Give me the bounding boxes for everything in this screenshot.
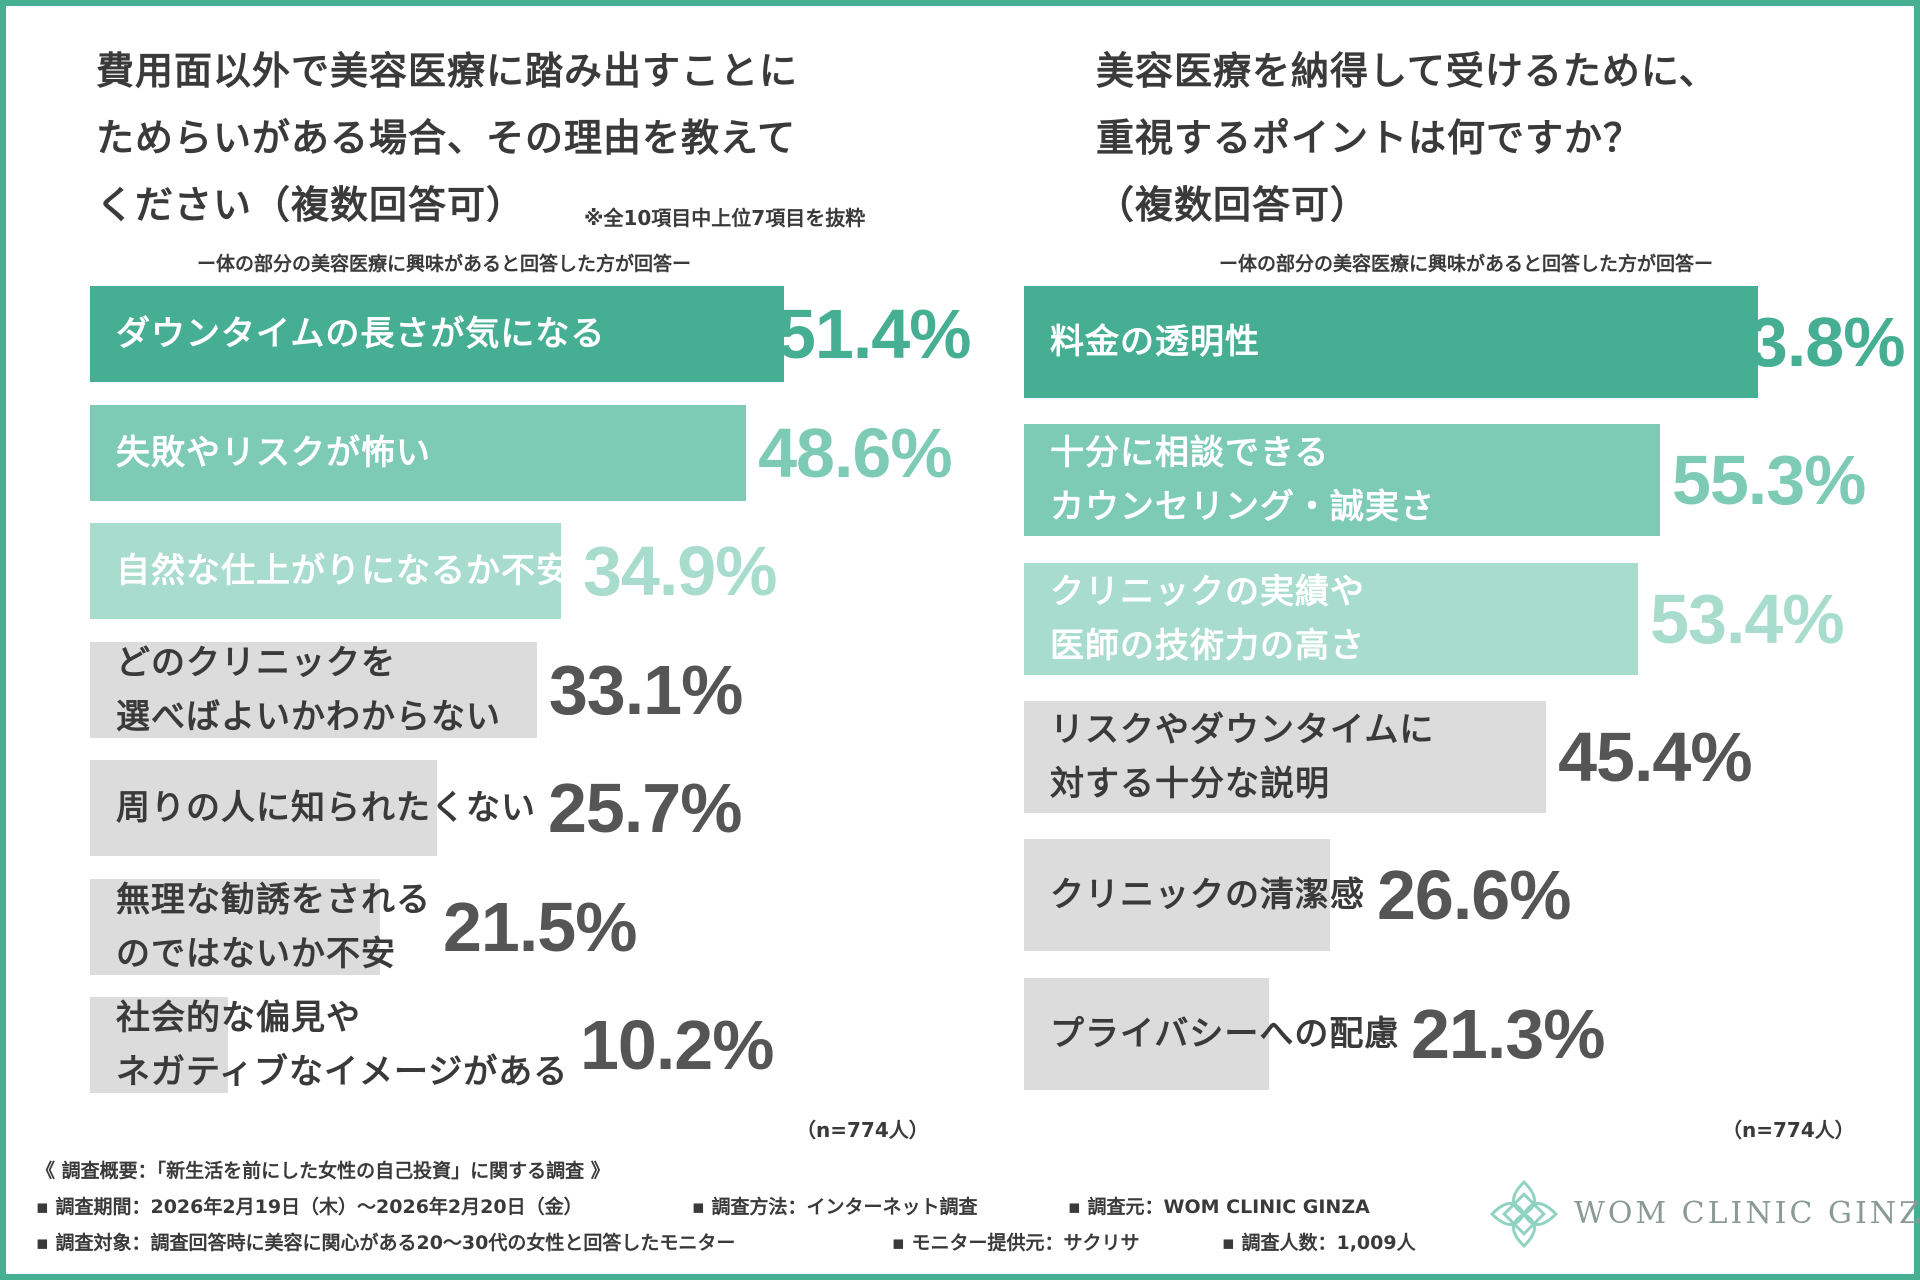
bar-category-label: クリニックの実績や 医師の技術力の高さ (1050, 571, 1365, 666)
bar-row: 無理な勧誘をされる のではないか不安 21.5% (90, 878, 970, 975)
bar-row: 社会的な偏見や ネガティブなイメージがある 10.2% (90, 997, 970, 1094)
bar-category-label: 十分に相談できる カウンセリング・誠実さ (1050, 433, 1435, 528)
bar-value-label: 21.3% (1411, 994, 1605, 1073)
survey-source: ▪ 調査元：WOM CLINIC GINZA (1068, 1196, 1370, 1218)
bar (90, 641, 537, 738)
bar-category-label: 料金の透明性 (1050, 322, 1260, 363)
bar-value-label: 63.8% (1711, 303, 1905, 382)
bar (90, 997, 228, 1094)
right-bar-chart: 料金の透明性 63.8% 十分に相談できる カウンセリング・誠実さ 55.3% クリニッ… (1024, 286, 1905, 1116)
right-title-line-2: 重視するポイントは何ですか？ (1096, 116, 1643, 160)
bar-category-label: 失敗やリスクが怖い (116, 432, 431, 473)
bar (90, 404, 747, 501)
bar (90, 286, 784, 383)
survey-count: ▪ 調査人数：1,009人 (1222, 1232, 1416, 1254)
bar-value-label: 55.3% (1671, 441, 1866, 520)
bar-value-label: 45.4% (1558, 718, 1752, 797)
bar-category-label: どのクリニックを 選べばよいかわからない (116, 642, 501, 737)
bar-category-label: リスクやダウンタイムに 対する十分な説明 (1050, 710, 1435, 805)
bar (90, 878, 381, 975)
bar-row: どのクリニックを 選べばよいかわからない 33.1% (90, 641, 970, 738)
bar-row: 料金の透明性 63.8% (1024, 286, 1905, 399)
left-title-line-2: ためらいがある場合、その理由を教えて (96, 116, 797, 160)
right-title-line-1: 美容医療を納得して受けるために、 (1096, 49, 1718, 93)
bar-category-label: ダウンタイムの長さが気になる (116, 314, 606, 355)
left-subtitle: ー体の部分の美容医療に興味があると回答した方が回答ー (196, 253, 691, 275)
bar (1024, 701, 1547, 814)
survey-target: ▪ 調査対象：調査回答時に美容に関心がある20〜30代の女性と回答したモニター (36, 1232, 736, 1254)
right-title-line-3: （複数回答可） (1096, 183, 1370, 227)
bar (1024, 562, 1639, 675)
bar-category-label: 社会的な偏見や ネガティブなイメージがある (116, 998, 569, 1093)
bar-value-label: 53.4% (1650, 579, 1844, 658)
bar-category-label: 自然な仕上がりになるか不安 (116, 551, 571, 592)
footer-row-1: ▪ 調査期間：2026年2月19日（木）〜2026年2月20日（金） ▪ 調査方法… (36, 1192, 1370, 1219)
bar (1024, 977, 1269, 1090)
bar-value-label: 33.1% (548, 650, 743, 729)
bar (1024, 839, 1330, 952)
survey-period: ▪ 調査期間：2026年2月19日（木）〜2026年2月20日（金） (36, 1196, 583, 1218)
left-title-line-1: 費用面以外で美容医療に踏み出すことに (96, 49, 799, 93)
bar-value-label: 51.4% (777, 295, 971, 374)
left-bar-chart: ダウンタイムの長さが気になる 51.4% 失敗やリスクが怖い 48.6% 自然な仕上がり… (90, 286, 971, 1116)
bar (90, 760, 437, 857)
left-title-line-3: ください（複数回答可） (96, 183, 526, 227)
bar-row: 十分に相談できる カウンセリング・誠実さ 55.3% (1024, 424, 1904, 537)
bar-row: 自然な仕上がりになるか不安 34.9% (90, 523, 970, 620)
bar-category-label: 周りの人に知られたくない (116, 788, 536, 829)
bar-value-label: 34.9% (583, 532, 777, 611)
bar-row: クリニックの清潔感 26.6% (1024, 839, 1904, 952)
survey-method: ▪ 調査方法：インターネット調査 (692, 1196, 978, 1218)
right-sample-size: （n=774人） (1722, 1118, 1855, 1142)
bar-row: クリニックの実績や 医師の技術力の高さ 53.4% (1024, 562, 1904, 675)
left-note: ※全10項目中上位7項目を抜粋 (584, 206, 866, 230)
bar-value-label: 25.7% (548, 769, 742, 848)
bar-value-label: 26.6% (1377, 856, 1571, 935)
bar-value-label: 21.5% (443, 887, 637, 966)
bar-category-label: プライバシーへの配慮 (1050, 1013, 1400, 1054)
bar (90, 523, 562, 620)
bar-row: リスクやダウンタイムに 対する十分な説明 45.4% (1024, 701, 1904, 814)
clinic-logo: WOM CLINIC GINZA (1486, 1176, 1920, 1256)
bar-category-label: クリニックの清潔感 (1050, 875, 1365, 916)
monitor-provider: ▪ モニター提供元：サクリサ (892, 1232, 1140, 1254)
right-subtitle: ー体の部分の美容医療に興味があると回答した方が回答ー (1218, 253, 1713, 275)
bar (1024, 424, 1660, 537)
survey-overview: 《 調査概要：「新生活を前にした女性の自己投資」に関する調査 》 (36, 1160, 610, 1182)
bar-row: 失敗やリスクが怖い 48.6% (90, 404, 970, 501)
left-sample-size: （n=774人） (796, 1118, 929, 1142)
clinic-logo-text: WOM CLINIC GINZA (1574, 1196, 1920, 1231)
bar (1024, 286, 1758, 399)
flower-logo-icon (1489, 1179, 1559, 1249)
footer-row-2: ▪ 調査対象：調査回答時に美容に関心がある20〜30代の女性と回答したモニター ▪… (36, 1228, 1416, 1255)
bar-value-label: 10.2% (580, 1006, 774, 1085)
bar-row: 周りの人に知られたくない 25.7% (90, 760, 970, 857)
bar-row: ダウンタイムの長さが気になる 51.4% (90, 286, 971, 383)
bar-row: プライバシーへの配慮 21.3% (1024, 977, 1904, 1090)
bar-value-label: 48.6% (758, 413, 952, 492)
bar-category-label: 無理な勧誘をされる のではないか不安 (116, 879, 431, 974)
